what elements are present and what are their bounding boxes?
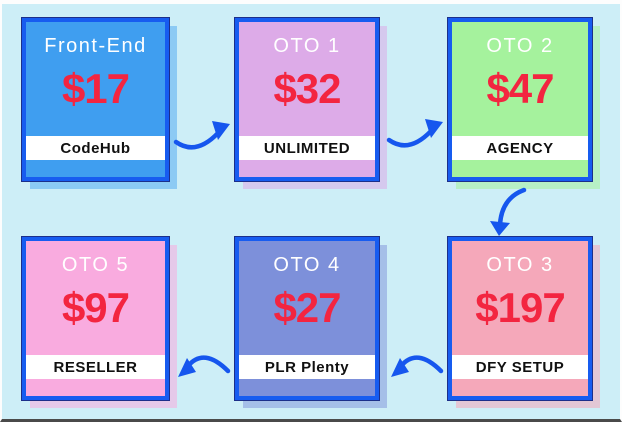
card-label: AGENCY (486, 139, 554, 157)
flow-arrow-right-icon (173, 121, 230, 150)
card-price: $47 (486, 65, 554, 112)
card-label-strip: UNLIMITED (239, 136, 375, 160)
card-label-strip: CodeHub (26, 136, 165, 160)
card-label: UNLIMITED (263, 139, 351, 157)
card-label-strip: RESELLER (26, 355, 165, 379)
card-title: OTO 5 (61, 254, 130, 276)
flow-arrow-left-icon (178, 355, 231, 377)
flow-arrow-left-icon (391, 355, 444, 377)
flow-arrow-right-icon (386, 119, 443, 148)
card-oto-5: OTO 5 $97 RESELLER (21, 236, 170, 401)
card-title: OTO 2 (486, 35, 554, 57)
card-oto-1: OTO 1 $32 UNLIMITED (234, 17, 380, 182)
card-label-strip: AGENCY (452, 136, 588, 160)
card-price: $197 (475, 284, 565, 331)
card-label: DFY SETUP (475, 358, 565, 376)
card-price: $27 (273, 284, 341, 331)
card-front-end: Front-End $17 CodeHub (21, 17, 170, 182)
card-oto-3: OTO 3 $197 DFY SETUP (447, 236, 593, 401)
card-label-strip: PLR Plenty (239, 355, 375, 379)
card-title: OTO 3 (486, 254, 554, 276)
card-title: OTO 1 (273, 35, 341, 57)
card-label: RESELLER (53, 358, 138, 376)
card-oto-2: OTO 2 $47 AGENCY (447, 17, 593, 182)
flow-arrow-down-icon (490, 187, 527, 236)
card-title: Front-End (44, 35, 147, 57)
card-oto-4: OTO 4 $27 PLR Plenty (234, 236, 380, 401)
card-label: PLR Plenty (264, 358, 350, 376)
card-label: CodeHub (60, 139, 131, 157)
card-label-strip: DFY SETUP (452, 355, 588, 379)
card-title: OTO 4 (273, 254, 341, 276)
card-price: $17 (61, 65, 130, 112)
card-price: $97 (61, 284, 130, 331)
card-price: $32 (273, 65, 341, 112)
